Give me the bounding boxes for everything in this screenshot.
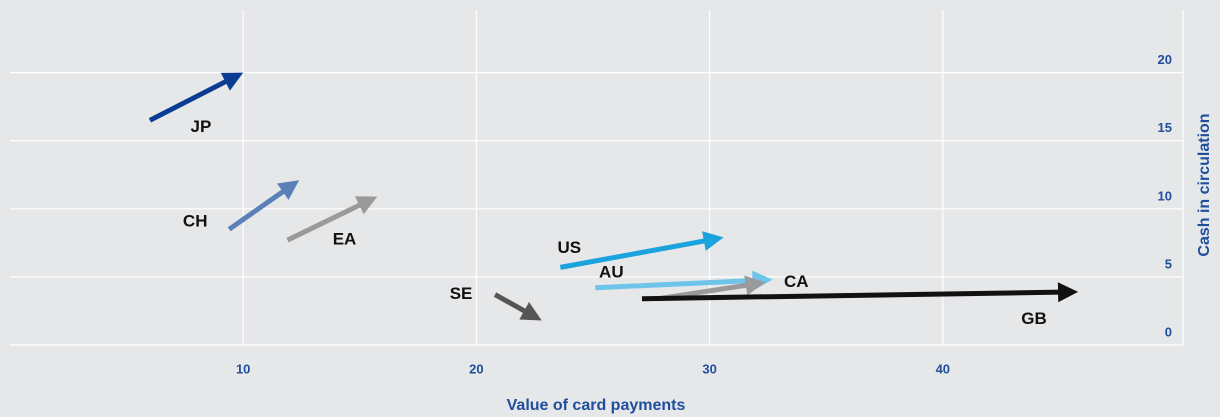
arrow-label: EA <box>333 230 357 249</box>
y-axis-title: Cash in circulation <box>1196 113 1213 256</box>
arrow-label: US <box>558 238 582 257</box>
arrow-line <box>148 78 229 123</box>
y-tick-label: 15 <box>1158 120 1172 135</box>
arrow-head <box>702 231 724 251</box>
arrow-label: JP <box>191 117 212 136</box>
arrow-head <box>277 180 300 200</box>
arrow-head <box>744 275 766 296</box>
arrow-line <box>595 277 755 291</box>
x-tick-label: 20 <box>469 361 483 376</box>
arrow-head <box>354 196 378 215</box>
arrow-line <box>493 292 528 314</box>
arrow-head <box>220 72 244 91</box>
x-tick-label: 40 <box>936 361 950 376</box>
arrow-label: CA <box>784 272 809 291</box>
y-tick-label: 5 <box>1165 256 1172 271</box>
x-tick-label: 10 <box>236 361 250 376</box>
arrow-line <box>227 188 286 232</box>
arrow-label: CH <box>183 212 208 231</box>
y-tick-label: 20 <box>1158 52 1172 67</box>
y-tick-label: 10 <box>1158 188 1172 203</box>
arrow-label: SE <box>450 284 473 303</box>
x-axis-title: Value of card payments <box>507 397 686 414</box>
arrow-line <box>559 238 707 270</box>
arrow-label: GB <box>1021 309 1047 328</box>
arrow-head <box>1057 282 1079 303</box>
x-tick-label: 30 <box>702 361 716 376</box>
arrow-label: AU <box>599 262 624 281</box>
arrow-line <box>641 289 1061 302</box>
arrow-head <box>519 302 542 321</box>
y-tick-label: 0 <box>1165 324 1172 339</box>
arrow-line <box>286 202 363 243</box>
